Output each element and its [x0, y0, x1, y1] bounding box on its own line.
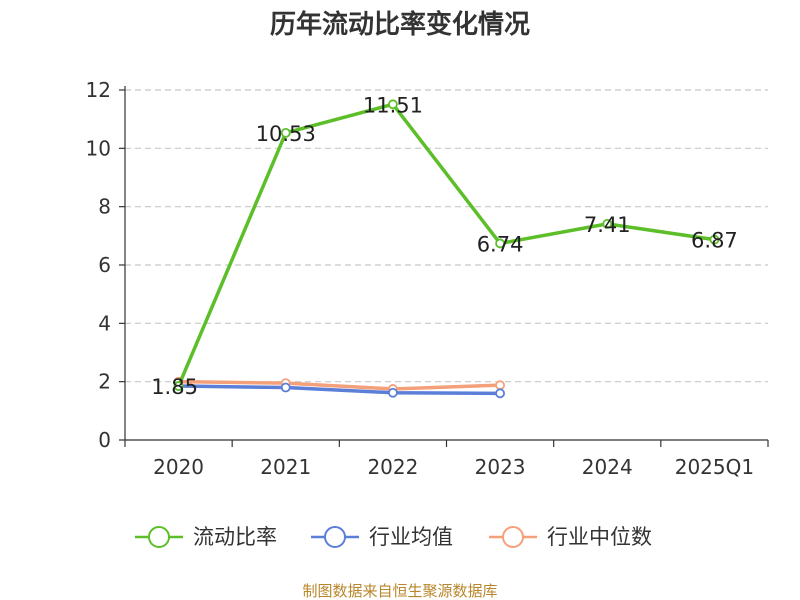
data-label-2022: 11.51	[363, 93, 423, 117]
series-1-point-2023	[495, 388, 505, 399]
y-tick-label-6: 6	[98, 253, 111, 277]
data-label-2020: 1.85	[151, 375, 198, 399]
series-line-0	[176, 102, 717, 388]
series-0-point-2023	[495, 238, 505, 249]
y-tick-label-8: 8	[98, 195, 111, 219]
source-note: 制图数据来自恒生聚源数据库	[302, 582, 497, 600]
x-tick-label-2022: 2022	[367, 455, 418, 479]
legend-item-1[interactable]: 行业均值	[311, 525, 453, 549]
legend-label-0: 流动比率	[193, 525, 277, 549]
data-label-2023: 6.74	[477, 232, 524, 256]
legend-swatch-marker-2	[502, 526, 524, 548]
legend-swatch-marker-1	[324, 526, 346, 548]
grid-lines	[125, 89, 768, 383]
legend-swatch-marker-0	[148, 526, 170, 548]
series-1-point-2021	[280, 382, 291, 393]
series-1-point-2022	[388, 387, 398, 398]
x-tick-label-2025Q1: 2025Q1	[675, 455, 754, 479]
series-line-1	[176, 384, 502, 396]
y-tick-label-0: 0	[98, 428, 111, 452]
legend[interactable]: 流动比率 行业均值 行业中位数	[135, 525, 652, 549]
data-label-2025Q1: 6.87	[691, 229, 738, 253]
y-tick-label-12: 12	[86, 78, 111, 102]
legend-label-1: 行业均值	[369, 525, 453, 549]
series-line-2	[176, 379, 502, 391]
legend-item-2[interactable]: 行业中位数	[489, 525, 652, 549]
legend-item-0[interactable]: 流动比率	[135, 525, 277, 549]
x-tick-label-2024: 2024	[582, 455, 633, 479]
series-2-point-2023	[495, 380, 505, 391]
axes: 0 2 4 6 8 10 12 2020 2021 2022 2023 2024 2025Q1	[86, 78, 769, 479]
x-tick-label-2020: 2020	[153, 455, 204, 479]
data-label-2024: 7.41	[584, 213, 631, 237]
y-tick-label-4: 4	[98, 311, 111, 335]
series-0-point-2020	[173, 381, 184, 391]
series-0-point-2024	[602, 218, 613, 229]
x-tick-label-2023: 2023	[475, 455, 526, 479]
y-tick-label-10: 10	[86, 136, 111, 160]
x-tick-label-2021: 2021	[260, 455, 311, 479]
series-0-point-2025Q1	[709, 234, 720, 245]
series-0-point-2022	[388, 99, 398, 110]
y-tick-label-2: 2	[98, 370, 111, 394]
series-lines	[173, 99, 720, 399]
data-label-2021: 10.53	[256, 122, 316, 146]
series-0-point-2021	[280, 127, 291, 138]
chart-title: 历年流动比率变化情况	[270, 9, 530, 40]
legend-label-2: 行业中位数	[547, 525, 652, 549]
data-labels: 1.85 10.53 11.51 6.74 7.41 6.87	[151, 93, 738, 399]
